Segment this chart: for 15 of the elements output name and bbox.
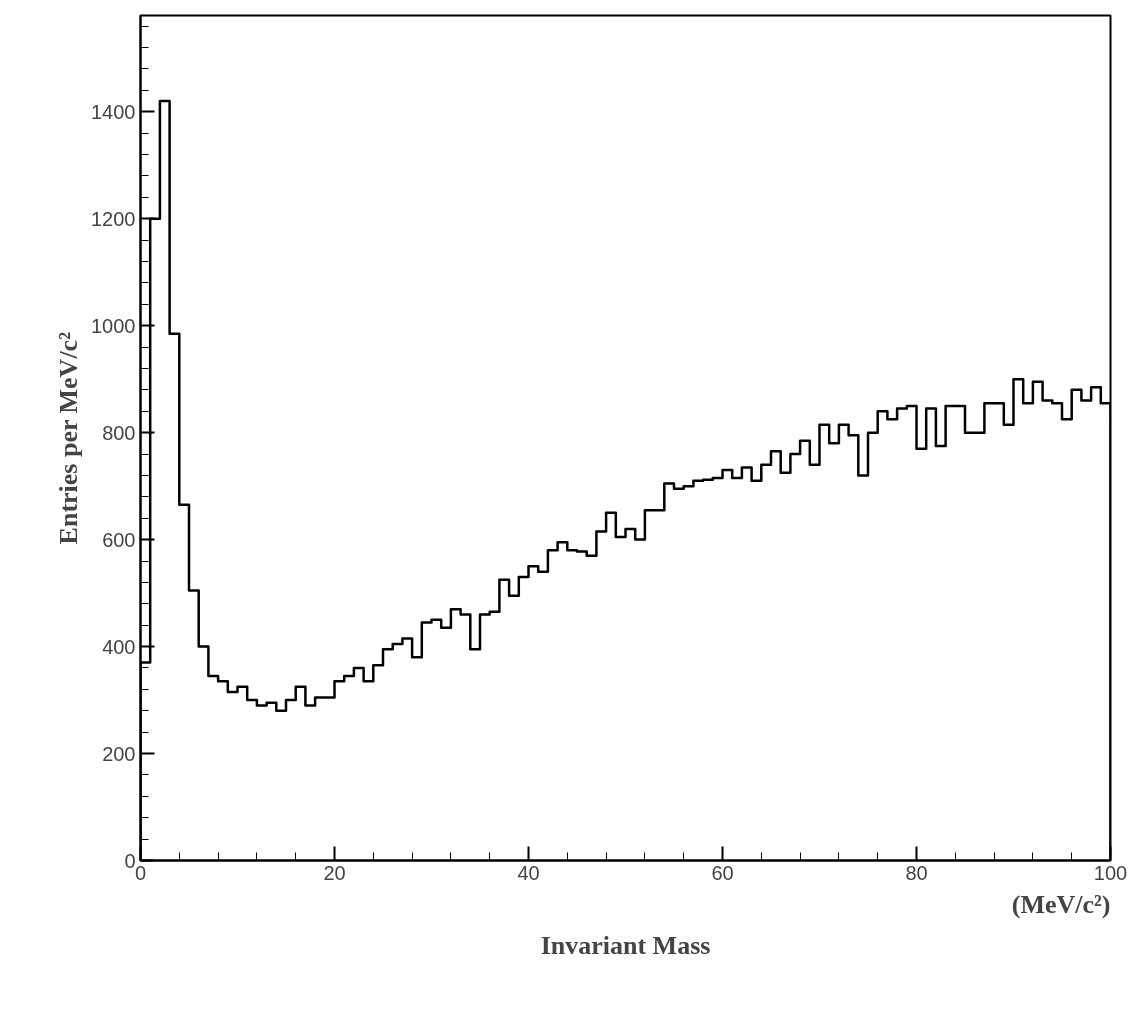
- x-tick-label: 100: [1093, 861, 1128, 884]
- y-tick-label: 1400: [91, 100, 136, 123]
- x-tick-label: 60: [711, 861, 734, 884]
- text: (MeV/c²): [1011, 889, 1111, 919]
- y-tick-label: 600: [102, 528, 136, 551]
- y-tick-label: 1200: [91, 207, 136, 230]
- x-tick-label: 40: [517, 861, 540, 884]
- y-tick-label: 800: [102, 421, 136, 444]
- x-tick-label: 20: [323, 861, 346, 884]
- y-tick-label: 400: [102, 635, 136, 658]
- y-axis-title: Entries per MeV/c²: [54, 331, 84, 545]
- y-tick-label: 1000: [91, 314, 136, 337]
- x-axis-title: Invariant Mass: [540, 930, 711, 960]
- y-tick-label: 200: [102, 742, 136, 765]
- x-tick-label: 80: [905, 861, 928, 884]
